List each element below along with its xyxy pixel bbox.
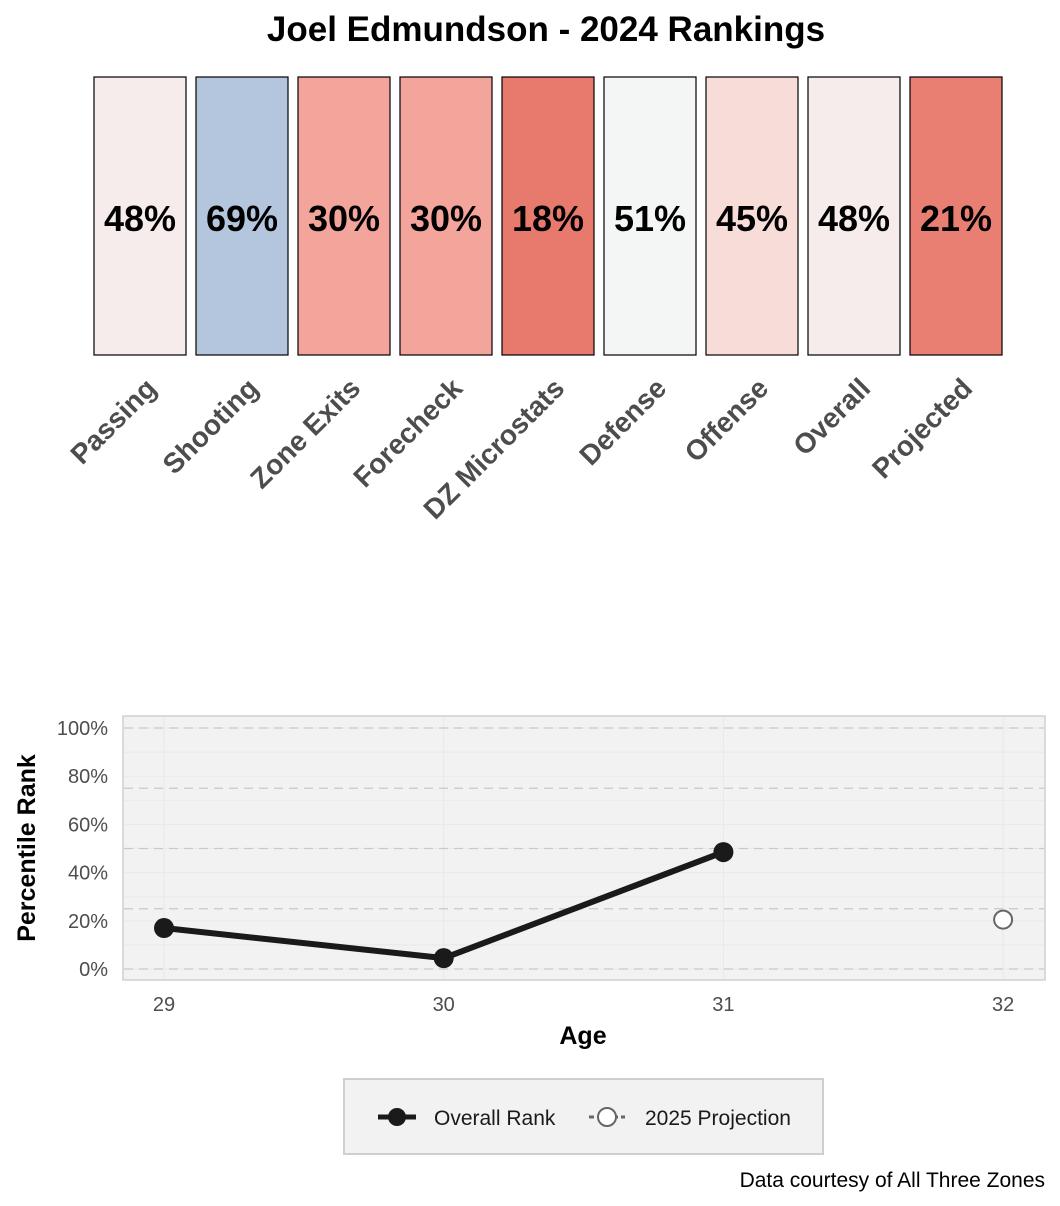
category-label-overall: Overall — [787, 372, 876, 461]
legend-box — [343, 1078, 824, 1155]
tile-forecheck — [399, 76, 493, 356]
projection-point — [993, 909, 1014, 930]
y-tick-label: 40% — [68, 863, 108, 885]
tile-defense — [603, 76, 697, 356]
tile-value-defense: 51% — [614, 198, 686, 239]
rankings-heatmap: 48% 69% 30% 30% 18% 51% 45% 48% 21% — [93, 76, 1003, 356]
y-tick-label: 80% — [68, 766, 108, 788]
y-axis-title: Percentile Rank — [13, 754, 41, 942]
category-label-shooting: Shooting — [157, 372, 265, 480]
legend-label-overall: Overall Rank — [434, 1107, 556, 1130]
tile-offense — [705, 76, 799, 356]
category-label-offense: Offense — [679, 372, 775, 468]
overall-rank-point — [154, 918, 174, 939]
tile-value-passing: 48% — [104, 198, 176, 239]
legend-label-projection: 2025 Projection — [645, 1107, 791, 1130]
category-label-passing: Passing — [64, 372, 162, 470]
tile-value-forecheck: 30% — [410, 198, 482, 239]
x-tick-label: 29 — [153, 994, 175, 1016]
overall-rank-point — [433, 948, 454, 969]
chart-title: Joel Edmundson - 2024 Rankings — [267, 10, 825, 49]
tile-zone-exits — [297, 76, 391, 356]
tile-value-overall: 48% — [818, 198, 890, 239]
legend: Overall Rank 2025 Projection — [343, 1078, 824, 1155]
y-tick-label: 20% — [68, 911, 108, 933]
tile-value-zone-exits: 30% — [308, 198, 380, 239]
line-series — [154, 842, 1014, 969]
legend-key-projection-marker — [597, 1107, 617, 1127]
y-axis-ticks: 0% 20% 40% 60% 80% 100% — [57, 718, 108, 981]
tile-shooting — [195, 76, 289, 356]
y-tick-label: 0% — [79, 959, 108, 981]
x-tick-label: 32 — [992, 994, 1014, 1016]
legend-key-overall-marker — [388, 1108, 406, 1126]
x-tick-label: 30 — [433, 994, 455, 1016]
category-label-projected: Projected — [866, 372, 978, 484]
caption: Data courtesy of All Three Zones — [740, 1169, 1045, 1192]
overall-rank-point — [713, 842, 734, 863]
tile-passing — [93, 76, 187, 356]
tile-dz-microstats — [501, 76, 595, 356]
grid-lines — [124, 717, 1044, 979]
tile-value-offense: 45% — [716, 198, 788, 239]
y-tick-label: 100% — [57, 718, 108, 740]
tile-projected — [909, 76, 1003, 356]
tile-overall — [807, 76, 901, 356]
y-tick-label: 60% — [68, 814, 108, 836]
x-axis-title: Age — [559, 1022, 606, 1050]
x-axis-ticks: 29 30 31 32 — [153, 994, 1014, 1016]
tile-value-projected: 21% — [920, 198, 992, 239]
category-label-zone-exits: Zone Exits — [244, 372, 366, 494]
tile-value-shooting: 69% — [206, 198, 278, 239]
x-tick-label: 31 — [712, 994, 734, 1016]
category-label-defense: Defense — [573, 372, 672, 471]
age-line-chart: 0% 20% 40% 60% 80% 100% 29 30 31 32 Age Percenti… — [13, 715, 1046, 1050]
tile-value-dz-microstats: 18% — [512, 198, 584, 239]
